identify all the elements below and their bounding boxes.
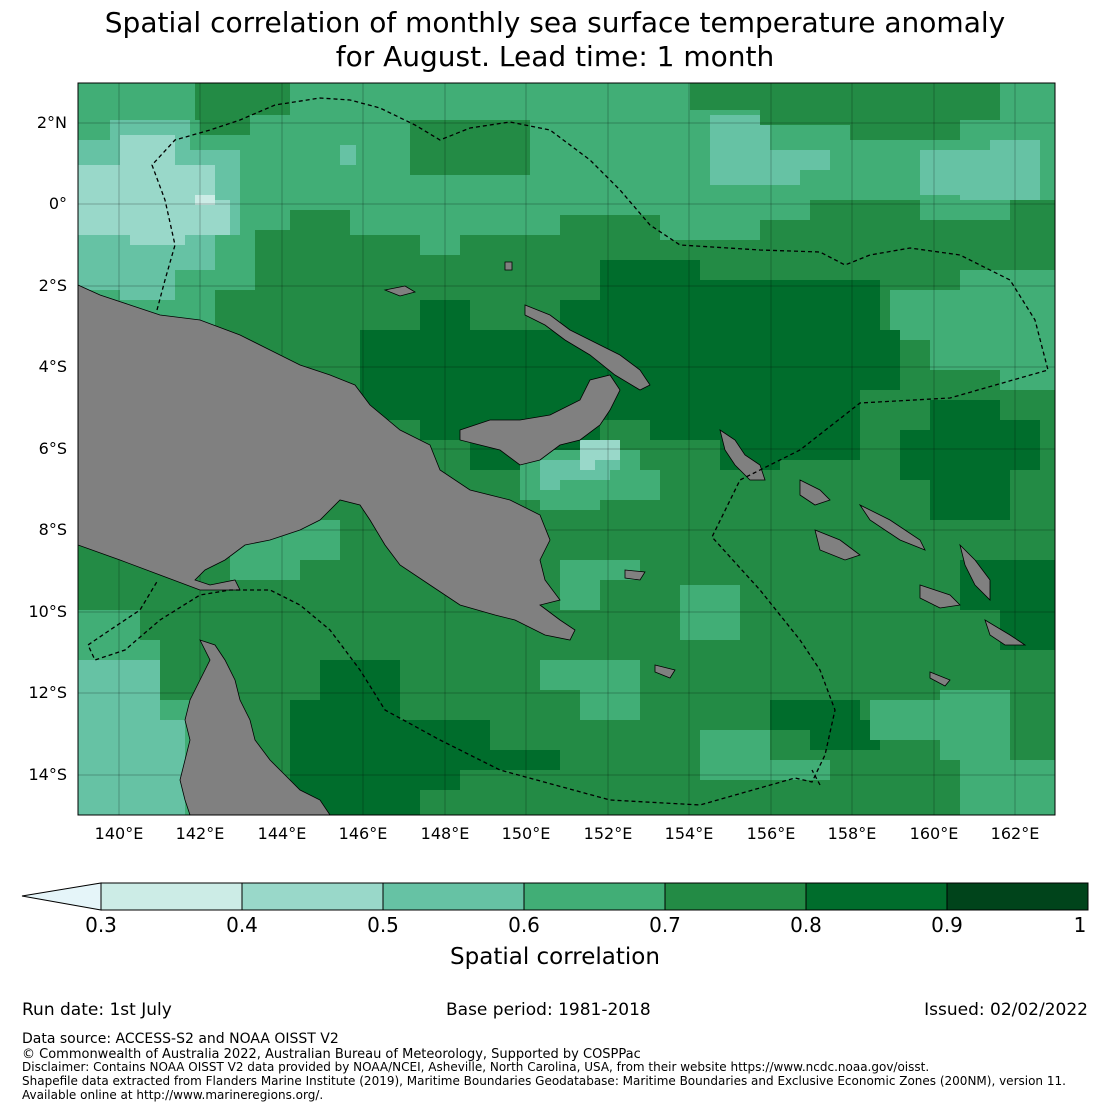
colorbar-label: Spatial correlation bbox=[450, 944, 660, 970]
lon-label: 140°E bbox=[94, 824, 144, 843]
colorbar-segment bbox=[947, 883, 1088, 910]
map-frame bbox=[77, 82, 1056, 816]
colorbar-frame bbox=[100, 882, 1089, 911]
colorbar-segment bbox=[101, 883, 242, 910]
colorbar-tick-marks bbox=[241, 883, 948, 910]
available-online-text: Available online at http://www.marinereg… bbox=[22, 1088, 324, 1102]
colorbar-tick-label: 0.8 bbox=[790, 913, 822, 937]
island-small bbox=[383, 285, 417, 297]
lon-label: 148°E bbox=[420, 824, 470, 843]
correlation-patch bbox=[290, 660, 560, 815]
colorbar-tick-label: 0.6 bbox=[508, 913, 540, 937]
lat-label: 10°S bbox=[28, 602, 67, 621]
lon-label: 162°E bbox=[990, 824, 1040, 843]
correlation-patch bbox=[960, 760, 1055, 815]
correlation-patch bbox=[195, 195, 215, 205]
new-guinea-land bbox=[78, 284, 576, 641]
lon-label: 146°E bbox=[338, 824, 388, 843]
correlation-patch bbox=[195, 83, 290, 135]
lon-label: 154°E bbox=[664, 824, 714, 843]
lat-label: 12°S bbox=[28, 683, 67, 702]
correlation-field bbox=[78, 83, 1055, 815]
solomon-islands-land bbox=[799, 479, 1027, 646]
correlation-patch bbox=[410, 120, 530, 175]
land-masses bbox=[78, 261, 1027, 815]
colorbar-tick-label: 0.4 bbox=[226, 913, 258, 937]
solomon-eez-boundary bbox=[811, 769, 821, 786]
correlation-patch bbox=[890, 270, 1055, 390]
colorbar-extend-triangle bbox=[21, 882, 102, 911]
graticule bbox=[78, 83, 1055, 815]
island-small bbox=[504, 261, 513, 271]
island-small bbox=[929, 671, 951, 687]
run-date: Run date: 1st July bbox=[22, 1000, 172, 1020]
shapefile-credit: Shapefile data extracted from Flanders M… bbox=[22, 1074, 1066, 1088]
new-britain-land bbox=[459, 374, 621, 466]
lat-label: 4°S bbox=[38, 357, 67, 376]
lat-label: 14°S bbox=[28, 765, 67, 784]
lon-label: 156°E bbox=[746, 824, 796, 843]
correlation-patch bbox=[340, 145, 356, 165]
base-period: Base period: 1981-2018 bbox=[446, 1000, 651, 1020]
copyright-text: © Commonwealth of Australia 2022, Austra… bbox=[22, 1047, 641, 1062]
lon-label: 150°E bbox=[501, 824, 551, 843]
correlation-patch bbox=[580, 440, 620, 470]
correlation-patch bbox=[690, 83, 1000, 140]
lon-label: 144°E bbox=[257, 824, 307, 843]
new-ireland-land bbox=[524, 304, 651, 391]
colorbar-segment bbox=[383, 883, 524, 910]
colorbar-segment bbox=[524, 883, 665, 910]
lat-label: 2°N bbox=[36, 113, 67, 132]
correlation-patch bbox=[770, 700, 880, 750]
colorbar-tick-label: 0.9 bbox=[931, 913, 963, 937]
lon-label: 142°E bbox=[175, 824, 225, 843]
correlation-patch bbox=[540, 660, 640, 720]
data-source: Data source: ACCESS-S2 and NOAA OISST V2 bbox=[22, 1031, 339, 1047]
disclaimer-text: Disclaimer: Contains NOAA OISST V2 data … bbox=[22, 1060, 930, 1074]
map-title-line-1: Spatial correlation of monthly sea surfa… bbox=[104, 6, 1006, 39]
colorbar-tick-label: 1 bbox=[1073, 913, 1087, 937]
australia-land bbox=[179, 639, 331, 815]
colorbar bbox=[21, 882, 1089, 911]
map-area bbox=[78, 83, 1055, 815]
lon-label: 158°E bbox=[827, 824, 877, 843]
map-title-line-2: for August. Lead time: 1 month bbox=[335, 40, 775, 73]
colorbar-segment bbox=[665, 883, 806, 910]
correlation-patch bbox=[560, 560, 640, 610]
colorbar-tick-label: 0.7 bbox=[649, 913, 681, 937]
eez-boundaries bbox=[87, 97, 1049, 806]
correlation-patch bbox=[680, 585, 740, 640]
colorbar-tick-label: 0.3 bbox=[85, 913, 117, 937]
colorbar-tick-label: 0.5 bbox=[367, 913, 399, 937]
correlation-patch bbox=[870, 690, 1010, 760]
lat-label: 0° bbox=[48, 194, 67, 213]
island-small bbox=[624, 569, 646, 581]
correlation-patch bbox=[78, 135, 230, 245]
lon-label: 160°E bbox=[909, 824, 959, 843]
issued-date: Issued: 02/02/2022 bbox=[924, 1000, 1088, 1020]
lon-label: 152°E bbox=[583, 824, 633, 843]
correlation-patch bbox=[710, 115, 830, 185]
colorbar-segment bbox=[242, 883, 383, 910]
lat-label: 2°S bbox=[38, 276, 67, 295]
correlation-patch bbox=[900, 400, 1040, 520]
correlation-patch bbox=[920, 140, 1040, 200]
correlation-patch bbox=[78, 660, 185, 815]
correlation-patch bbox=[700, 730, 830, 780]
lat-label: 6°S bbox=[38, 439, 67, 458]
lat-label: 8°S bbox=[38, 520, 67, 539]
island-small bbox=[654, 664, 676, 679]
colorbar-segment bbox=[806, 883, 947, 910]
correlation-patch bbox=[540, 460, 620, 490]
bougainville-land bbox=[719, 429, 766, 481]
